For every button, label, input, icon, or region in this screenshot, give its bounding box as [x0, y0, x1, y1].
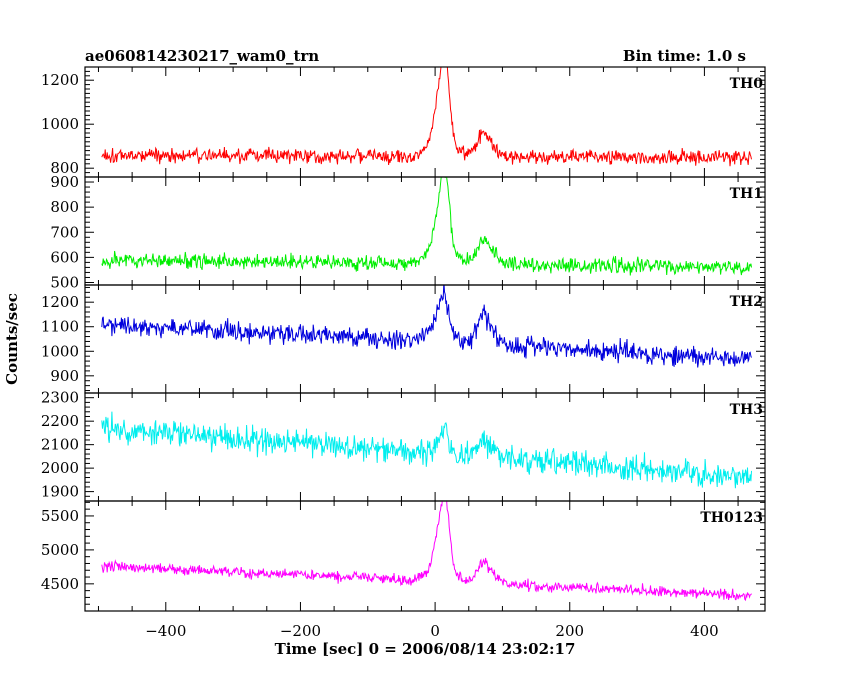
y-tick-label: 2200	[41, 412, 79, 430]
panel-label-th1: TH1	[730, 186, 763, 202]
panel-th0123: 4500 5000 5500 TH0123 −400 −200 0 200 400	[41, 500, 766, 640]
panel-th2: 900 1000 1100 1200 TH2	[41, 284, 766, 394]
y-tick-label: 2000	[41, 459, 79, 477]
y-tick-label: 700	[50, 223, 79, 241]
y-tick-label: 1200	[41, 71, 79, 89]
bin-time-label: Bin time: 1.0 s	[623, 47, 746, 65]
x-axis-label: Time [sec] 0 = 2006/08/14 23:02:17	[275, 640, 576, 658]
x-tick-label: 0	[430, 622, 440, 640]
panel-label-th0123: TH0123	[700, 510, 763, 526]
y-tick-label: 1000	[41, 115, 79, 133]
y-tick-label: 4500	[41, 575, 79, 593]
x-tick-label: 200	[555, 622, 584, 640]
panel-label-th3: TH3	[730, 402, 763, 418]
panel-label-th2: TH2	[730, 294, 763, 310]
panel-th3: 1900 2000 2100 2200 2300 TH3	[41, 389, 766, 502]
y-tick-label: 1200	[41, 293, 79, 311]
y-tick-label: 2300	[41, 389, 79, 407]
panel-th1: 500 600 700 800 900 TH1	[50, 173, 766, 291]
y-tick-label: 1000	[41, 342, 79, 360]
y-tick-label: 5000	[41, 541, 79, 559]
x-tick-label: 400	[690, 622, 719, 640]
panel-label-th0: TH0	[730, 76, 764, 92]
y-tick-label: 1100	[41, 318, 79, 336]
series-line-th2	[101, 285, 752, 368]
series-line-th0	[101, 67, 752, 167]
y-tick-label: 900	[50, 367, 79, 385]
y-axis-label: Counts/sec	[3, 293, 21, 385]
y-tick-label: 500	[50, 273, 79, 291]
y-tick-label: 900	[50, 173, 79, 191]
y-tick-label: 800	[50, 198, 79, 216]
series-line-th0123	[101, 501, 752, 602]
chart-title: ae060814230217_wam0_trn	[85, 47, 319, 65]
y-tick-label: 5500	[41, 507, 79, 525]
y-tick-label: 600	[50, 248, 79, 266]
y-tick-label: 1900	[41, 483, 79, 501]
panel-th0: 800 1000 1200 TH0	[41, 66, 766, 178]
y-tick-label: 800	[50, 159, 79, 177]
series-line-th1	[101, 177, 752, 276]
x-tick-label: −200	[280, 622, 321, 640]
panel-frame	[84, 500, 766, 612]
series-line-th3	[101, 411, 752, 489]
x-tick-label: −400	[145, 622, 186, 640]
y-tick-label: 2100	[41, 436, 79, 454]
panel-frame	[84, 392, 766, 502]
panel-frame	[84, 176, 766, 286]
panel-frame	[84, 284, 766, 394]
